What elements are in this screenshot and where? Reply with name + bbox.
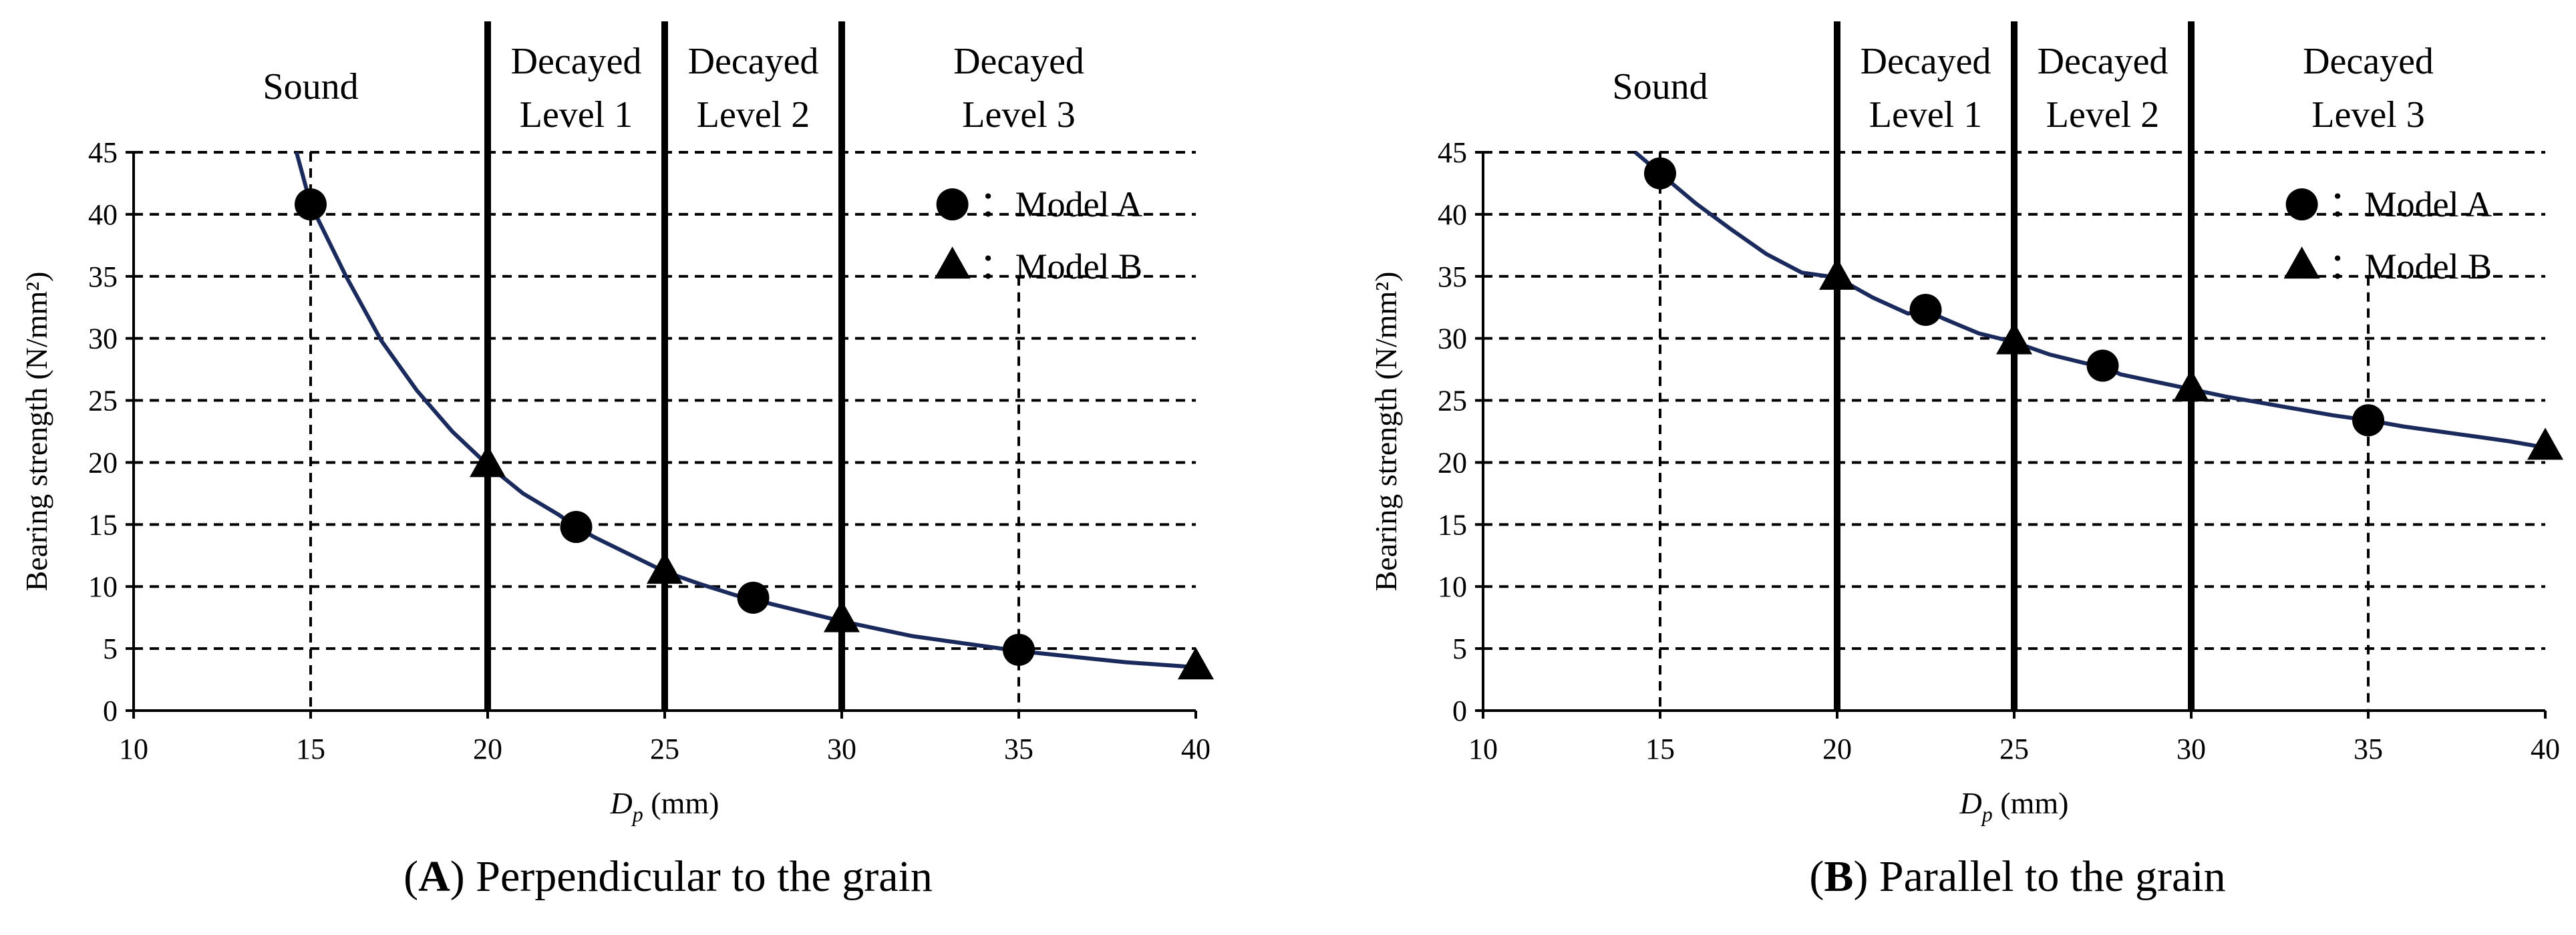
x-axis-title: Dp (mm) <box>1959 786 2069 826</box>
y-tick-label: 20 <box>1438 446 1467 479</box>
model-a-point <box>1003 633 1035 666</box>
y-tick-label: 30 <box>1438 323 1467 355</box>
x-tick-label: 20 <box>1822 733 1852 765</box>
x-tick-label: 40 <box>1181 733 1211 765</box>
x-tick-label: 20 <box>473 733 502 765</box>
y-tick-label: 20 <box>88 446 118 479</box>
x-tick-label: 35 <box>1004 733 1033 765</box>
legend-label: ：Model A <box>979 184 1143 224</box>
model-b-point <box>1996 322 2032 355</box>
legend-label: ：Model B <box>979 246 1143 287</box>
x-tick-label: 25 <box>1999 733 2029 765</box>
x-tick-label: 15 <box>1645 733 1675 765</box>
model-b-point <box>647 552 683 584</box>
zone-label-line1: Decayed <box>511 41 642 82</box>
legend-circle-marker <box>2285 188 2318 221</box>
model-a-point <box>560 511 593 544</box>
legend-circle-marker <box>936 188 969 221</box>
zone-label: Sound <box>263 66 358 108</box>
zone-label-line1: Decayed <box>688 41 819 82</box>
chart-panel-b: 0 5 10 15 20 25 30 35 40 45 10 15 20 25 30 35 40 Sound Dec… <box>1369 21 2563 901</box>
legend-triangle-marker <box>2283 246 2320 279</box>
y-tick-label: 0 <box>103 695 118 727</box>
model-a-point <box>1909 293 1942 326</box>
zone-label-line2: Level 3 <box>2311 94 2424 136</box>
x-tick-label: 25 <box>650 733 679 765</box>
x-tick-label: 10 <box>119 733 148 765</box>
x-tick-label: 10 <box>1468 733 1498 765</box>
y-tick-label: 45 <box>88 136 118 169</box>
zone-label-line2: Level 2 <box>697 94 810 136</box>
x-axis-title: Dp (mm) <box>610 786 719 826</box>
y-tick-label: 25 <box>1438 385 1467 417</box>
legend-triangle-marker <box>934 246 971 279</box>
y-tick-label: 10 <box>88 570 118 603</box>
y-tick-label: 5 <box>1452 632 1467 665</box>
model-b-point <box>824 600 860 632</box>
legend-label: ：Model A <box>2329 184 2492 224</box>
zone-label-line1: Decayed <box>953 41 1084 82</box>
y-tick-label: 25 <box>88 385 118 417</box>
chart-panel-a: 0 5 10 15 20 25 30 35 40 45 10 15 20 25 30 35 40 Sound Dec… <box>19 21 1214 901</box>
y-tick-label: 40 <box>88 198 118 231</box>
y-tick-label: 5 <box>103 632 118 665</box>
zone-label: Sound <box>1612 66 1708 108</box>
model-b-point <box>2527 427 2563 460</box>
y-tick-label: 0 <box>1452 695 1467 727</box>
y-tick-label: 35 <box>1438 260 1467 293</box>
y-tick-label: 15 <box>1438 508 1467 541</box>
x-tick-label: 35 <box>2354 733 2383 765</box>
x-tick-label: 30 <box>827 733 856 765</box>
y-tick-label: 45 <box>1438 136 1467 169</box>
model-a-point <box>2086 349 2119 382</box>
zone-label-line2: Level 1 <box>520 94 633 136</box>
y-tick-label: 10 <box>1438 570 1467 603</box>
y-tick-label: 30 <box>88 323 118 355</box>
zone-label-line2: Level 1 <box>1869 94 1982 136</box>
panel-caption: (B) Parallel to the grain <box>1809 852 2225 901</box>
y-tick-label: 35 <box>88 260 118 293</box>
x-tick-label: 15 <box>296 733 325 765</box>
zone-label-line1: Decayed <box>1861 41 1991 82</box>
zone-label-line2: Level 3 <box>962 94 1075 136</box>
y-tick-label: 15 <box>88 508 118 541</box>
model-b-point <box>2173 369 2209 402</box>
model-a-point <box>737 581 770 614</box>
model-b-point <box>470 445 506 478</box>
zone-label-line2: Level 2 <box>2046 94 2159 136</box>
zone-label-line1: Decayed <box>2303 41 2434 82</box>
model-a-point <box>1644 157 1676 190</box>
x-tick-label: 30 <box>2177 733 2206 765</box>
panel-caption: (A) Perpendicular to the grain <box>404 852 933 901</box>
model-b-point <box>1819 257 1855 290</box>
zone-label-line1: Decayed <box>2038 41 2168 82</box>
x-tick-label: 40 <box>2531 733 2560 765</box>
y-axis-title: Bearing strength (N/mm²) <box>1369 272 1403 592</box>
y-tick-label: 40 <box>1438 198 1467 231</box>
y-axis-title: Bearing strength (N/mm²) <box>19 272 53 592</box>
legend-label: ：Model B <box>2329 246 2492 287</box>
model-a-point <box>295 188 327 221</box>
model-a-point <box>2352 404 2384 437</box>
model-b-point <box>1178 647 1214 680</box>
